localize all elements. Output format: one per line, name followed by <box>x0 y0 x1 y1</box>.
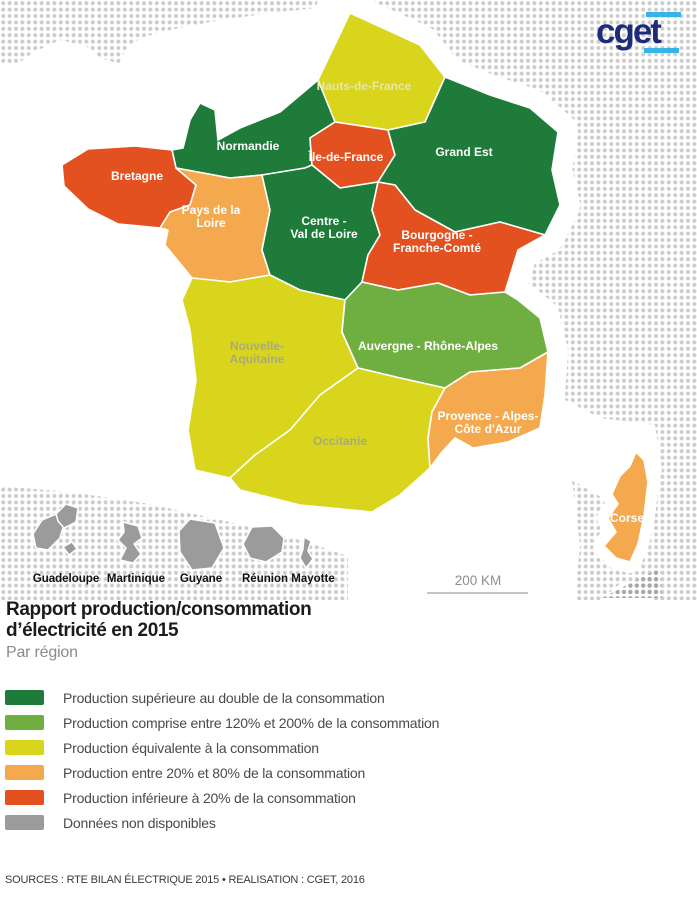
cget-logo: cget <box>594 8 694 58</box>
logo-bar-top <box>646 12 681 17</box>
region-label-centre-val-de-loire: Centre -Val de Loire <box>290 214 358 241</box>
territory-mayotte <box>299 536 314 569</box>
title-block: Rapport production/consommation d’électr… <box>6 599 312 663</box>
dotted-landmass-england <box>0 0 318 66</box>
territory-label-reunion: Réunion <box>242 573 288 585</box>
legend-row: Production comprise entre 120% et 200% d… <box>5 710 439 735</box>
legend-row: Données non disponibles <box>5 810 439 835</box>
territory-guyane <box>178 518 225 571</box>
region-label-bretagne: Bretagne <box>111 169 163 183</box>
territory-guadeloupe <box>62 541 78 556</box>
map-title-line2: d’électricité en 2015 <box>6 620 179 641</box>
region-label-occitanie: Occitanie <box>313 434 367 448</box>
legend-swatch-prod-equiv <box>5 740 44 755</box>
region-label-pays-de-la-loire: Pays de la Loire <box>182 203 241 230</box>
legend-label: Production entre 20% et 80% de la consom… <box>63 764 366 781</box>
legend-label: Production supérieure au double de la co… <box>63 689 385 706</box>
dotted-landmass-sardinia <box>602 568 662 598</box>
logo-text: cget <box>596 12 662 51</box>
legend-row: Production inférieure à 20% de la consom… <box>5 785 439 810</box>
legend-label: Production comprise entre 120% et 200% d… <box>63 714 440 731</box>
legend-swatch-no-data <box>5 815 44 830</box>
region-label-nouvelle-aquitaine: Nouvelle-Aquitaine <box>230 339 285 366</box>
source-line: SOURCES : RTE BILAN ÉLECTRIQUE 2015 • RE… <box>5 874 365 886</box>
region-provence-alpes-cote-d-azur <box>427 351 549 469</box>
territory-guadeloupe <box>32 513 65 551</box>
territory-label-guyane: Guyane <box>180 573 222 585</box>
territory-martinique <box>117 521 143 564</box>
dotted-landmass-southwest <box>0 486 348 600</box>
legend-swatch-prod-double <box>5 690 44 705</box>
legend-label: Production équivalente à la consommation <box>63 739 319 756</box>
region-label-grand-est: Grand Est <box>435 145 492 159</box>
scale-bar-label: 200 KM <box>455 573 502 588</box>
region-label-bourgogne-franche-comte: Bourgogne -Franche-Comté <box>393 228 481 255</box>
region-label-ile-de-france: Île-de-France <box>308 149 384 164</box>
region-label-auvergne-rhone-alpes: Auvergne - Rhône-Alpes <box>358 339 498 353</box>
region-label-normandie: Normandie <box>217 139 280 153</box>
legend-swatch-prod-20-80 <box>5 765 44 780</box>
region-label-hauts-de-france: Hauts-de-France <box>317 79 412 93</box>
legend-swatch-prod-120-200 <box>5 715 44 730</box>
territory-label-mayotte: Mayotte <box>291 573 334 585</box>
map-title-line1: Rapport production/consommation <box>6 599 312 620</box>
legend: Production supérieure au double de la co… <box>5 685 439 835</box>
france-choropleth-map: Hauts-de-France Normandie Île-de-France Gra… <box>0 0 697 600</box>
territory-guadeloupe <box>55 503 79 529</box>
territory-label-guadeloupe: Guadeloupe <box>33 573 99 585</box>
legend-label: Production inférieure à 20% de la consom… <box>63 789 356 806</box>
legend-row: Production supérieure au double de la co… <box>5 685 439 710</box>
region-label-corse: Corse <box>610 511 644 525</box>
legend-swatch-prod-inf-20 <box>5 790 44 805</box>
legend-label: Données non disponibles <box>63 814 216 831</box>
legend-row: Production équivalente à la consommation <box>5 735 439 760</box>
map-subtitle: Par région <box>6 644 78 661</box>
territory-label-martinique: Martinique <box>107 573 165 585</box>
region-label-provence-alpes-cote-d-azur: Provence - Alpes-Côte d'Azur <box>438 409 539 436</box>
region-corse <box>603 451 649 563</box>
legend-row: Production entre 20% et 80% de la consom… <box>5 760 439 785</box>
map-svg: Hauts-de-France Normandie Île-de-France Gra… <box>0 0 697 600</box>
logo-bar-bottom <box>644 48 679 53</box>
territory-reunion <box>242 525 285 563</box>
